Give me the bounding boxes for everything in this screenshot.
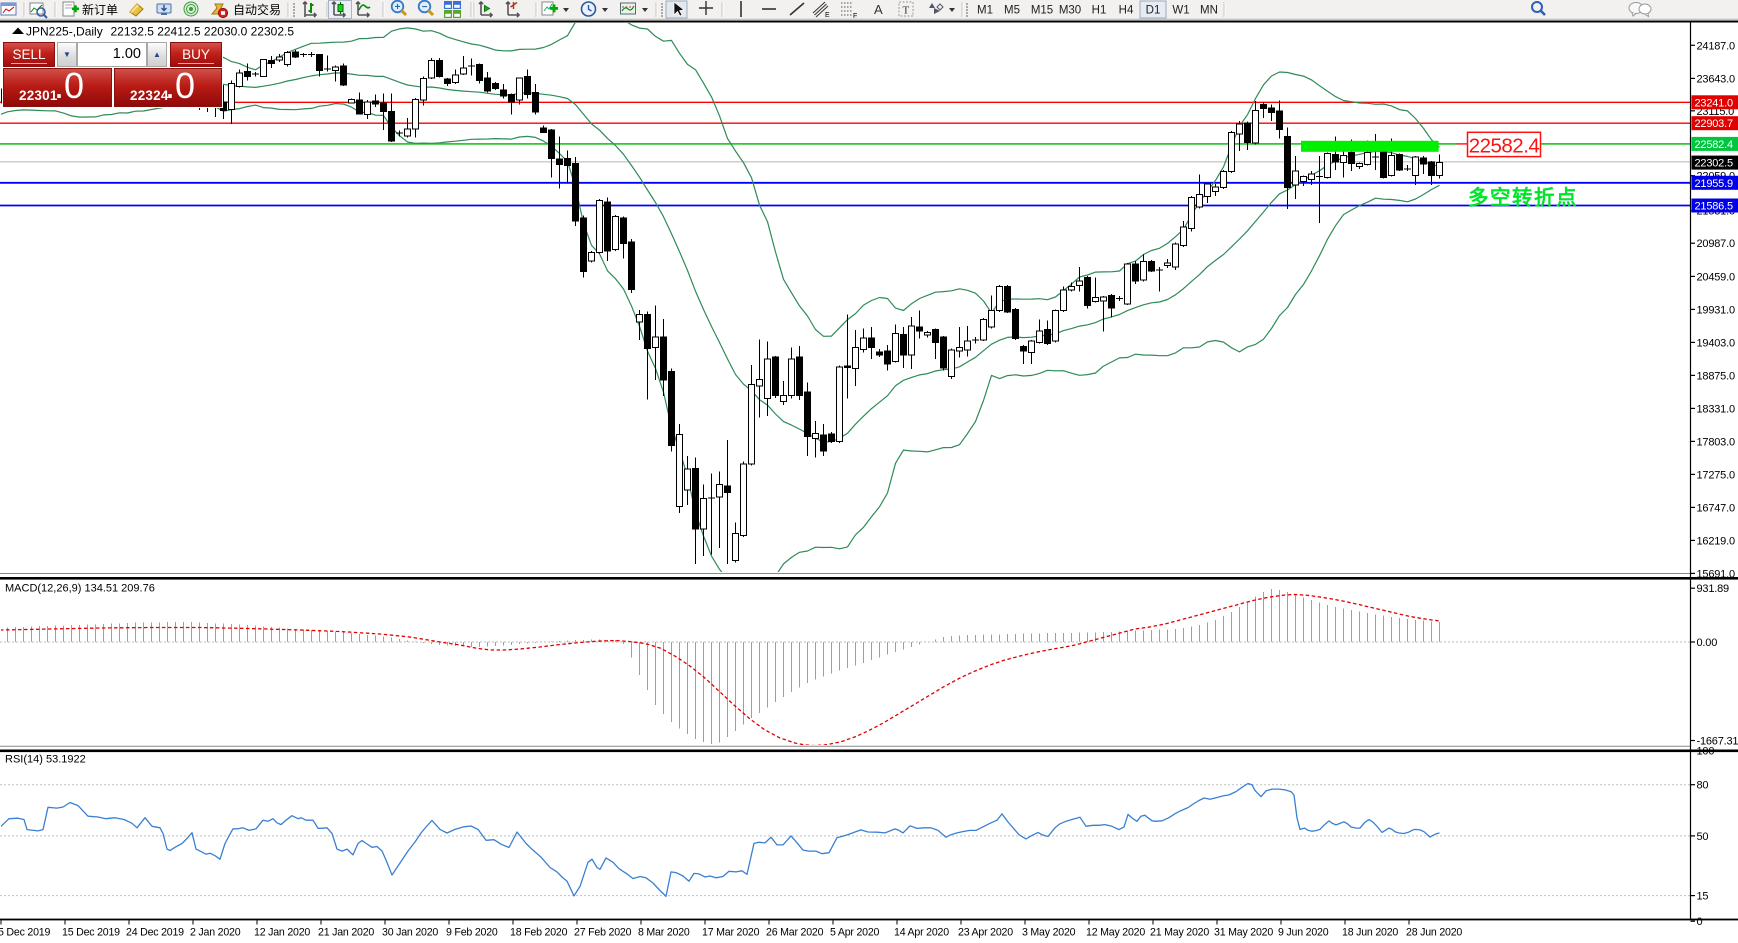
svg-text:20459.0: 20459.0 bbox=[1697, 271, 1735, 283]
svg-text:20987.0: 20987.0 bbox=[1697, 238, 1735, 250]
svg-text:H1: H1 bbox=[1092, 5, 1107, 17]
svg-text:H4: H4 bbox=[1119, 5, 1134, 17]
svg-text:-1667.31: -1667.31 bbox=[1697, 736, 1738, 748]
svg-text:100: 100 bbox=[1697, 746, 1715, 758]
svg-text:M5: M5 bbox=[1004, 5, 1020, 17]
svg-text:16219.0: 16219.0 bbox=[1697, 535, 1735, 547]
svg-text:+: + bbox=[395, 2, 401, 13]
svg-text:3 May 2020: 3 May 2020 bbox=[1022, 927, 1076, 939]
svg-text:26 Mar 2020: 26 Mar 2020 bbox=[766, 927, 824, 939]
svg-text:23 Apr 2020: 23 Apr 2020 bbox=[958, 927, 1013, 939]
svg-text:W1: W1 bbox=[1172, 5, 1189, 17]
svg-text:M15: M15 bbox=[1031, 5, 1053, 17]
svg-text:新订单: 新订单 bbox=[82, 2, 118, 17]
svg-text:22302.5: 22302.5 bbox=[1695, 158, 1733, 170]
svg-text:M30: M30 bbox=[1059, 5, 1081, 17]
svg-text:21 May 2020: 21 May 2020 bbox=[1150, 927, 1209, 939]
svg-text:19403.0: 19403.0 bbox=[1697, 337, 1735, 349]
svg-text:12 Jan 2020: 12 Jan 2020 bbox=[254, 927, 310, 939]
svg-text:T: T bbox=[903, 5, 910, 17]
svg-text:22132.5 22412.5 22030.0 22302.: 22132.5 22412.5 22030.0 22302.5 bbox=[111, 25, 295, 39]
svg-text:27 Feb 2020: 27 Feb 2020 bbox=[574, 927, 632, 939]
svg-text:31 May 2020: 31 May 2020 bbox=[1214, 927, 1273, 939]
svg-text:80: 80 bbox=[1697, 780, 1709, 792]
svg-text:30 Jan 2020: 30 Jan 2020 bbox=[382, 927, 438, 939]
svg-text:18331.0: 18331.0 bbox=[1697, 403, 1735, 415]
svg-text:8 Mar 2020: 8 Mar 2020 bbox=[638, 927, 690, 939]
svg-text:9 Feb 2020: 9 Feb 2020 bbox=[446, 927, 498, 939]
svg-text:M1: M1 bbox=[977, 5, 993, 17]
svg-text:5 Dec 2019: 5 Dec 2019 bbox=[0, 927, 50, 939]
svg-text:24 Dec 2019: 24 Dec 2019 bbox=[126, 927, 184, 939]
svg-text:多空转折点: 多空转折点 bbox=[1468, 186, 1578, 210]
svg-text:22582.4: 22582.4 bbox=[1695, 139, 1733, 151]
svg-text:14 Apr 2020: 14 Apr 2020 bbox=[894, 927, 949, 939]
svg-text:19931.0: 19931.0 bbox=[1697, 304, 1735, 316]
svg-text:9 Jun 2020: 9 Jun 2020 bbox=[1278, 927, 1329, 939]
svg-text:22903.7: 22903.7 bbox=[1695, 118, 1733, 130]
svg-text:5 Apr 2020: 5 Apr 2020 bbox=[830, 927, 880, 939]
svg-text:MN: MN bbox=[1200, 5, 1218, 17]
svg-text:21586.5: 21586.5 bbox=[1695, 201, 1733, 213]
svg-text:A: A bbox=[874, 2, 883, 17]
svg-text:931.89: 931.89 bbox=[1697, 583, 1730, 595]
svg-text:18 Jun 2020: 18 Jun 2020 bbox=[1342, 927, 1398, 939]
svg-text:23643.0: 23643.0 bbox=[1697, 73, 1735, 85]
svg-text:15 Dec 2019: 15 Dec 2019 bbox=[62, 927, 120, 939]
svg-text:24187.0: 24187.0 bbox=[1697, 40, 1735, 52]
svg-text:15: 15 bbox=[1697, 891, 1709, 903]
svg-text:17803.0: 17803.0 bbox=[1697, 436, 1735, 448]
svg-text:12 May 2020: 12 May 2020 bbox=[1086, 927, 1145, 939]
svg-text:16747.0: 16747.0 bbox=[1697, 502, 1735, 514]
svg-text:17 Mar 2020: 17 Mar 2020 bbox=[702, 927, 760, 939]
svg-text:23241.0: 23241.0 bbox=[1695, 97, 1733, 109]
svg-text:21955.9: 21955.9 bbox=[1695, 178, 1733, 190]
svg-text:2 Jan 2020: 2 Jan 2020 bbox=[190, 927, 241, 939]
svg-text:15691.0: 15691.0 bbox=[1697, 568, 1735, 580]
svg-text:−: − bbox=[422, 2, 428, 13]
svg-text:50: 50 bbox=[1697, 831, 1709, 843]
svg-text:28 Jun 2020: 28 Jun 2020 bbox=[1406, 927, 1462, 939]
svg-text:17275.0: 17275.0 bbox=[1697, 469, 1735, 481]
svg-text:0: 0 bbox=[1697, 916, 1703, 928]
svg-text:D1: D1 bbox=[1146, 5, 1161, 17]
svg-text:RSI(14) 53.1922: RSI(14) 53.1922 bbox=[5, 754, 86, 766]
svg-text:JPN225-,Daily: JPN225-,Daily bbox=[26, 25, 103, 39]
svg-text:自动交易: 自动交易 bbox=[233, 2, 281, 17]
svg-text:E: E bbox=[825, 12, 830, 19]
svg-text:18 Feb 2020: 18 Feb 2020 bbox=[510, 927, 568, 939]
svg-text:F: F bbox=[853, 13, 857, 20]
svg-text:22582.4: 22582.4 bbox=[1469, 135, 1540, 158]
svg-text:21 Jan 2020: 21 Jan 2020 bbox=[318, 927, 374, 939]
svg-text:0.00: 0.00 bbox=[1697, 637, 1718, 649]
svg-text:MACD(12,26,9) 134.51 209.76: MACD(12,26,9) 134.51 209.76 bbox=[5, 583, 155, 595]
svg-text:18875.0: 18875.0 bbox=[1697, 370, 1735, 382]
